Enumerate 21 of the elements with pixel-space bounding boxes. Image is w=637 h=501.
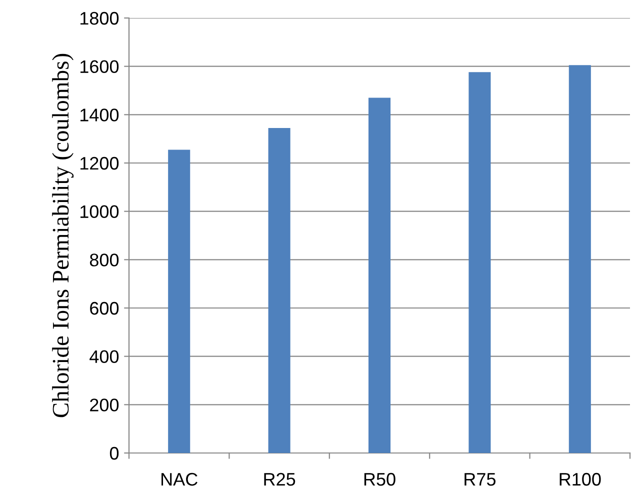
y-tick-label: 0 [110, 446, 119, 460]
x-tick-label: NAC [162, 472, 198, 486]
y-tick-label: 1000 [80, 205, 119, 218]
x-tick-label: R75 [464, 473, 496, 486]
bar [268, 128, 290, 453]
y-tick-label: 1200 [80, 156, 119, 170]
y-tick-label: 600 [90, 302, 119, 315]
y-tick-label: 1600 [80, 60, 119, 74]
y-tick-label: 800 [90, 254, 119, 266]
y-axis-title: Chloride Ions Permiability (coulombs) [52, 54, 74, 418]
y-tick-label: 200 [90, 398, 119, 412]
y-tick-label: 1800 [80, 12, 119, 25]
bar [168, 150, 190, 453]
bar [568, 65, 591, 453]
x-tick-label: R25 [264, 472, 296, 486]
x-tick-label: R100 [560, 472, 601, 486]
bar [368, 98, 391, 453]
bar [468, 72, 491, 453]
x-tick-label: R50 [364, 472, 396, 486]
y-tick-label: 400 [90, 350, 119, 364]
y-tick-label: 1400 [80, 108, 119, 122]
